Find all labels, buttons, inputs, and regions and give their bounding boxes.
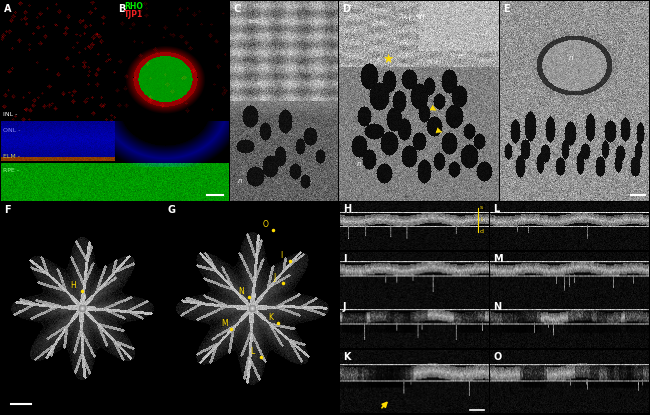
Text: s: s	[480, 205, 483, 210]
Text: K: K	[268, 313, 273, 322]
Text: C: C	[233, 4, 240, 14]
Text: H: H	[70, 281, 76, 290]
Text: srf: srf	[417, 14, 426, 20]
Text: M: M	[221, 319, 228, 328]
Text: L: L	[493, 204, 499, 214]
Text: bos: bos	[248, 19, 259, 24]
Text: d: d	[480, 229, 484, 234]
Text: I: I	[280, 251, 283, 260]
Text: n: n	[569, 55, 573, 61]
Text: B: B	[118, 4, 125, 14]
Text: ★: ★	[382, 53, 393, 66]
Text: RPE -: RPE -	[3, 168, 19, 173]
Text: RHO: RHO	[124, 2, 143, 11]
Text: n: n	[238, 178, 242, 184]
Text: H: H	[343, 204, 351, 214]
Text: ▶: ▶	[429, 103, 439, 115]
Text: N: N	[239, 288, 244, 296]
Text: E: E	[503, 4, 510, 14]
Text: O: O	[493, 352, 501, 362]
Text: G: G	[168, 205, 176, 215]
Text: K: K	[343, 352, 350, 362]
Text: n: n	[357, 161, 361, 167]
Text: TJP1: TJP1	[124, 10, 144, 19]
Text: O: O	[263, 220, 268, 229]
Text: INL -: INL -	[3, 112, 18, 117]
Text: i: i	[480, 217, 482, 222]
Text: A: A	[4, 4, 12, 14]
Text: ▶: ▶	[434, 126, 443, 137]
Text: I: I	[343, 254, 346, 264]
Text: J: J	[343, 302, 346, 312]
Text: N: N	[493, 302, 501, 312]
Text: M: M	[493, 254, 502, 264]
Text: L: L	[251, 347, 255, 356]
Text: D: D	[342, 4, 350, 14]
Text: ONL -: ONL -	[3, 129, 21, 134]
Text: ELM -: ELM -	[3, 154, 20, 159]
Text: J: J	[273, 273, 276, 281]
Text: F: F	[4, 205, 10, 215]
